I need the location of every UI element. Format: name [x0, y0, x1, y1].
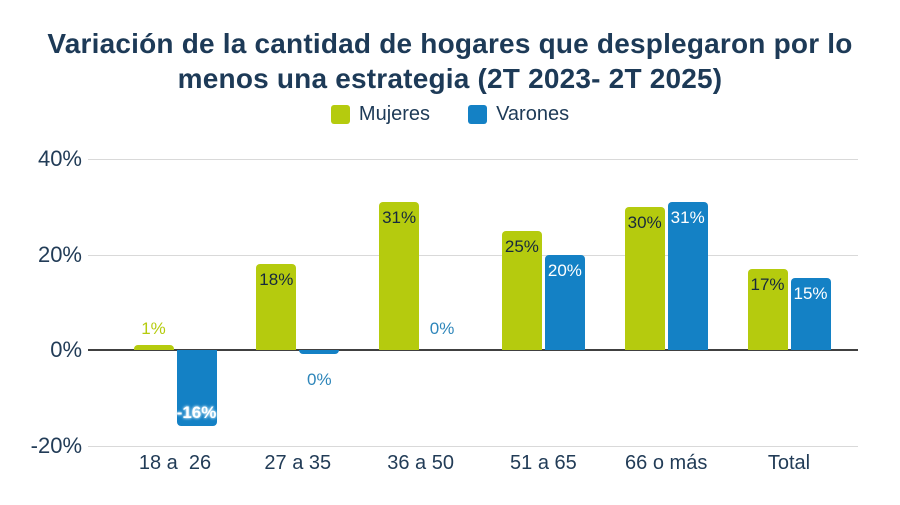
bar-mujeres-51-a-65: [501, 230, 542, 350]
legend-label-mujeres: Mujeres: [358, 103, 431, 125]
bar-label-mujeres-36-a-50: 31%: [382, 207, 417, 227]
bar-mujeres-18-a-26: [133, 345, 174, 350]
x-tick-label-66-o-m-s: 66 o más: [625, 452, 708, 474]
bar-varones-27-a-35: [299, 350, 340, 354]
bar-label-varones-51-a-65: 20%: [547, 260, 582, 280]
bar-label-mujeres-51-a-65: 25%: [504, 236, 539, 256]
y-tick-label-0: 0%: [50, 337, 82, 362]
legend-swatch-varones-icon: [468, 105, 488, 124]
legend-item-varones: Varones: [468, 103, 569, 126]
bar-varones-18-a-26: [176, 350, 217, 427]
chart-title-line-2: menos una estrategia (2T 2023- 2T 2025): [177, 63, 723, 94]
bar-label-varones-66-o-m-s: 31%: [670, 207, 705, 227]
gridline--20: [88, 445, 858, 447]
x-tick-label-27-a-35: 27 a 35: [264, 452, 332, 474]
bar-mujeres-66-o-m-s: [624, 206, 665, 350]
gridline-40: [88, 159, 858, 160]
y-tick-label-20: 20%: [37, 241, 82, 267]
bar-label-mujeres-total: 17%: [750, 274, 785, 294]
bar-varones-66-o-m-s: [667, 201, 708, 350]
gridline-20: [88, 254, 858, 256]
x-tick-label-total: Total: [767, 452, 811, 474]
bar-mujeres-27-a-35: [256, 264, 297, 350]
bar-label-mujeres-66-o-m-s: 30%: [627, 212, 662, 232]
bar-varones-51-a-65: [544, 254, 585, 350]
legend: Mujeres Varones: [0, 103, 900, 126]
chart-title: Variación de la cantidad de hogares que …: [0, 26, 900, 96]
bar-label-mujeres-18-a-26: 1%: [141, 319, 166, 339]
x-tick-label-18-a-26: 18 a 26: [138, 452, 212, 474]
x-axis-zero-line: [88, 349, 858, 351]
y-tick-label--20: -20%: [30, 432, 82, 458]
legend-label-varones: Varones: [496, 103, 570, 125]
x-tick-label-36-a-50: 36 a 50: [387, 452, 454, 474]
bar-mujeres-36-a-50: [379, 201, 420, 350]
bar-label-varones-36-a-50: 0%: [429, 319, 455, 338]
legend-item-mujeres: Mujeres: [330, 103, 431, 126]
bar-label-varones-27-a-35: 0%: [307, 370, 332, 389]
bar-varones-total: [790, 278, 831, 350]
legend-swatch-mujeres-icon: [330, 105, 350, 124]
chart-title-line-1: Variación de la cantidad de hogares que …: [47, 28, 853, 59]
bar-label-varones-18-a-26: -16%: [176, 403, 217, 423]
y-tick-label-40: 40%: [37, 146, 82, 171]
bar-label-mujeres-27-a-35: 18%: [259, 270, 294, 290]
bar-mujeres-total: [747, 268, 788, 350]
x-tick-label-51-a-65: 51 a 65: [510, 452, 577, 474]
bar-label-varones-total: 15%: [793, 284, 828, 304]
